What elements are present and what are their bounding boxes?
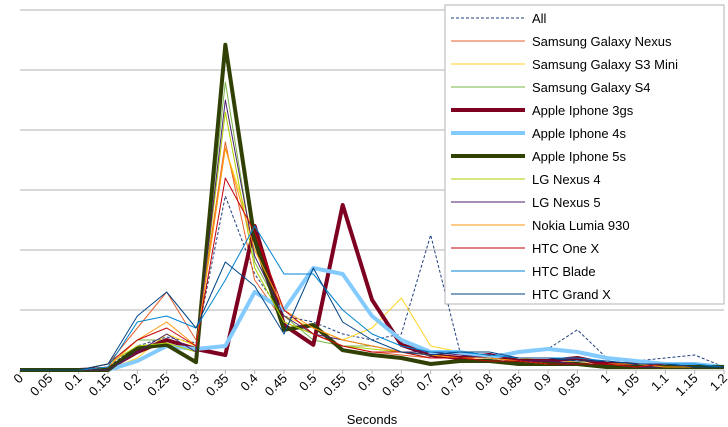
x-tick-label: 0.6 — [355, 371, 378, 394]
x-tick-label: 1.2 — [707, 371, 728, 394]
x-axis-title: Seconds — [347, 412, 398, 427]
legend-label: Samsung Galaxy S3 Mini — [532, 57, 678, 72]
legend-label: HTC Blade — [532, 264, 596, 279]
x-tick-label: 0.3 — [179, 371, 202, 394]
series-line — [20, 177, 724, 371]
series-line — [20, 266, 725, 372]
legend-label: Apple Iphone 5s — [532, 149, 626, 164]
x-tick-label: 0.15 — [86, 371, 115, 400]
x-tick-label: 0.1 — [61, 371, 84, 394]
legend-label: HTC One X — [532, 241, 600, 256]
x-tick-label: 0.8 — [472, 371, 495, 394]
legend-label: HTC Grand X — [532, 287, 611, 302]
x-tick-label: 1.1 — [648, 371, 671, 394]
x-tick-label: 1.05 — [614, 371, 643, 400]
x-tick-label: 0.4 — [237, 371, 260, 394]
legend-label: Apple Iphone 3gs — [532, 103, 634, 118]
series-line — [20, 42, 724, 372]
x-tick-label: 0.65 — [379, 371, 408, 400]
x-tick-label: 0.9 — [531, 371, 554, 394]
series-line — [20, 261, 724, 371]
x-tick-label: 0.25 — [144, 371, 173, 400]
legend-label: LG Nexus 5 — [532, 195, 601, 210]
legend-label: LG Nexus 4 — [532, 172, 601, 187]
x-tick-label: 0.2 — [120, 371, 143, 394]
x-tick-label: 0.45 — [262, 371, 291, 400]
legend-label: Samsung Galaxy S4 — [532, 80, 651, 95]
x-tick-label: 0.85 — [496, 371, 525, 400]
x-tick-label: 1.15 — [672, 371, 701, 400]
x-tick-label: 0.5 — [296, 371, 319, 394]
legend: All Samsung Galaxy Nexus Samsung Galaxy S3… — [444, 4, 725, 305]
x-tick-label: 0.95 — [555, 371, 584, 400]
x-tick-label: 0.75 — [438, 371, 467, 400]
x-tick-label: 0.05 — [27, 371, 56, 400]
legend-label: Nokia Lumia 930 — [532, 218, 630, 233]
x-tick-label: 0 — [10, 371, 26, 387]
x-tick-label: 0.55 — [320, 371, 349, 400]
legend-label: All — [532, 11, 547, 26]
legend-label: Apple Iphone 4s — [532, 126, 626, 141]
x-tick-label: 1 — [597, 371, 613, 387]
x-tick-label: 0.35 — [203, 371, 232, 400]
legend-label: Samsung Galaxy Nexus — [532, 34, 672, 49]
x-tick-label: 0.7 — [413, 371, 436, 394]
